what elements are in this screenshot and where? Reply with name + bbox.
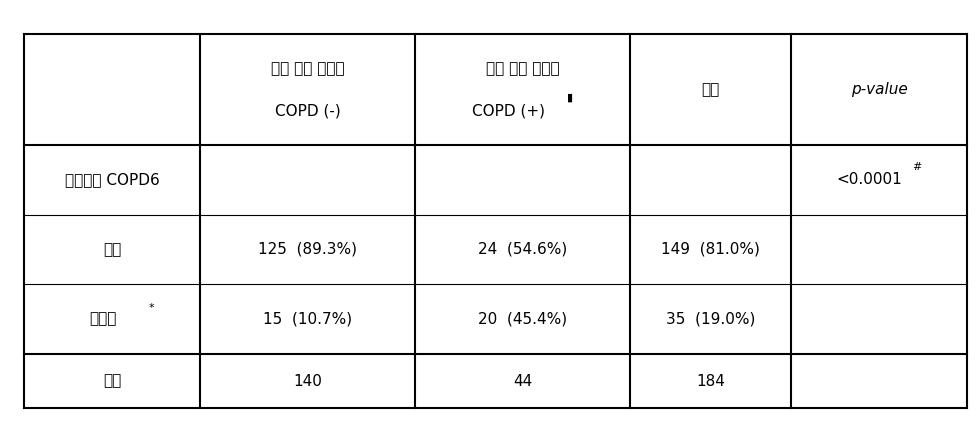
- Text: COPD (+): COPD (+): [472, 103, 544, 118]
- Text: 거점 병원 폐기능: 거점 병원 폐기능: [271, 61, 345, 76]
- Text: p-value: p-value: [851, 82, 908, 97]
- Text: 140: 140: [293, 373, 322, 389]
- Text: 합계: 합계: [104, 373, 121, 389]
- Text: ▮: ▮: [567, 93, 573, 103]
- Text: 비정상: 비정상: [89, 312, 116, 326]
- Text: 20  (45.4%): 20 (45.4%): [478, 312, 568, 326]
- Text: 개인병원 COPD6: 개인병원 COPD6: [65, 173, 159, 187]
- Text: 149  (81.0%): 149 (81.0%): [661, 242, 760, 257]
- Text: #: #: [912, 163, 921, 172]
- Text: 정상: 정상: [104, 242, 121, 257]
- Text: 거점 병원 폐기능: 거점 병원 폐기능: [486, 61, 560, 76]
- Text: 125  (89.3%): 125 (89.3%): [258, 242, 358, 257]
- Text: 24  (54.6%): 24 (54.6%): [478, 242, 568, 257]
- Text: 184: 184: [697, 373, 725, 389]
- Text: 15  (10.7%): 15 (10.7%): [263, 312, 353, 326]
- Text: 35  (19.0%): 35 (19.0%): [666, 312, 755, 326]
- Text: <0.0001: <0.0001: [836, 173, 903, 187]
- Text: 44: 44: [513, 373, 532, 389]
- Text: COPD (-): COPD (-): [275, 103, 341, 118]
- Text: *: *: [149, 304, 154, 313]
- Text: 합계: 합계: [701, 82, 720, 97]
